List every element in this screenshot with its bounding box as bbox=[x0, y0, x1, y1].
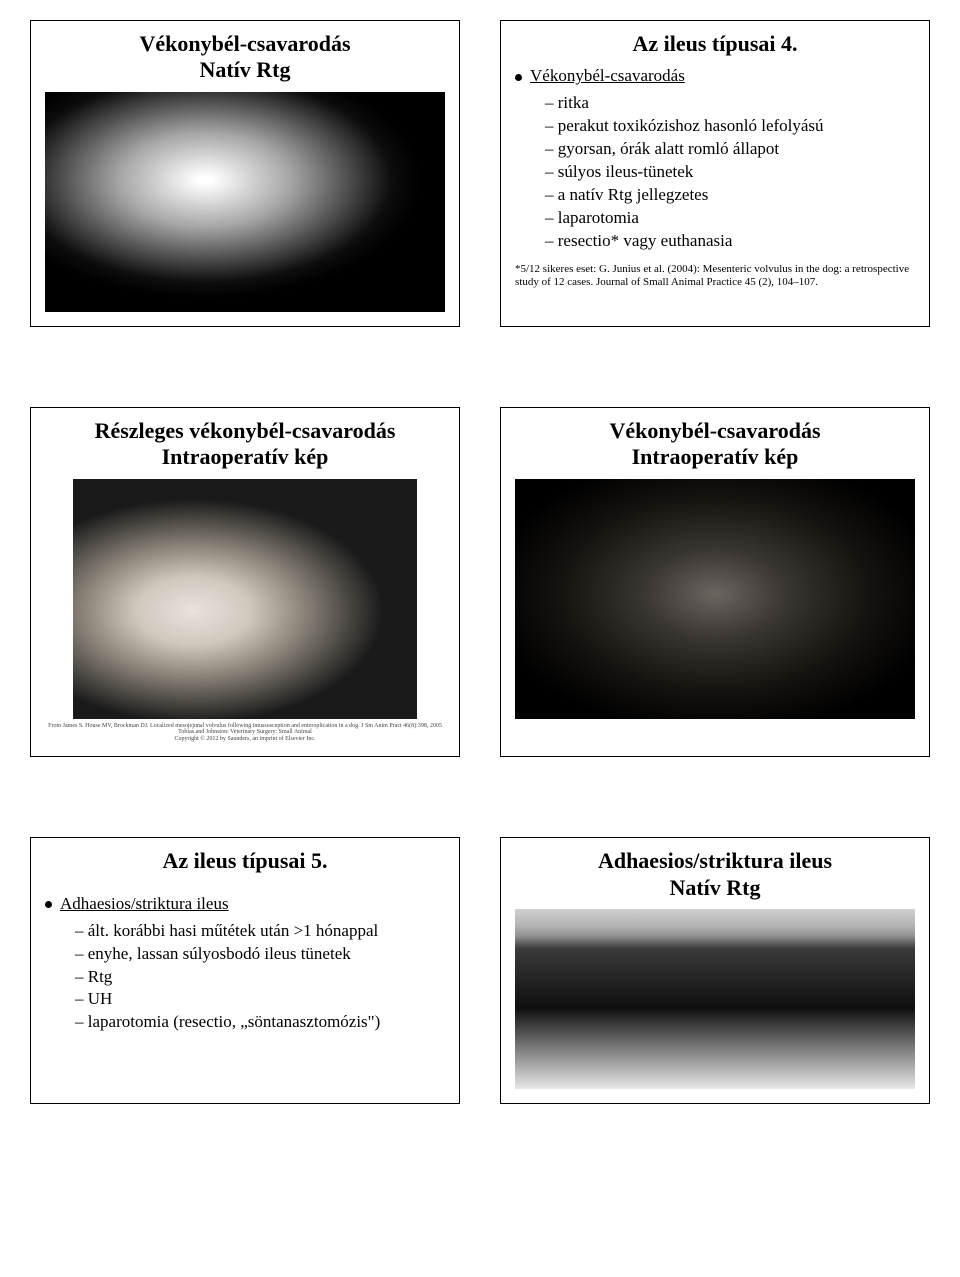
panel-partial-volvulus-intraop: Részleges vékonybél-csavarodás Intraoper… bbox=[30, 407, 460, 758]
list-item: laparotomia bbox=[545, 207, 915, 230]
list-item: enyhe, lassan súlyosbodó ileus tünetek bbox=[75, 943, 445, 966]
sub-list: ált. korábbi hasi műtétek után >1 hónapp… bbox=[75, 920, 445, 1035]
list-item: súlyos ileus-tünetek bbox=[545, 161, 915, 184]
footnote: *5/12 sikeres eset: G. Junius et al. (20… bbox=[515, 263, 915, 289]
panel-ileus-types-4: Az ileus típusai 4. Vékonybél-csavarodás… bbox=[500, 20, 930, 327]
caption-line: From James S. House MV, Brockman DJ. Loc… bbox=[48, 723, 442, 729]
row-1: Vékonybél-csavarodás Natív Rtg Az ileus … bbox=[30, 20, 930, 327]
panel-title: Adhaesios/striktura ileus Natív Rtg bbox=[515, 848, 915, 901]
panel-title: Az ileus típusai 5. bbox=[45, 848, 445, 874]
row-3: Az ileus típusai 5. Adhaesios/striktura … bbox=[30, 837, 930, 1104]
list-item: a natív Rtg jellegzetes bbox=[545, 184, 915, 207]
list-item: laparotomia (resectio, „söntanasztomózis… bbox=[75, 1011, 445, 1034]
panel-title: Az ileus típusai 4. bbox=[515, 31, 915, 57]
panel-title: Vékonybél-csavarodás Intraoperatív kép bbox=[515, 418, 915, 471]
list-item: resectio* vagy euthanasia bbox=[545, 230, 915, 253]
xray-image-placeholder bbox=[45, 92, 445, 312]
title-line2: Intraoperatív kép bbox=[632, 444, 799, 469]
panel-title: Vékonybél-csavarodás Natív Rtg bbox=[45, 31, 445, 84]
panel-volvulus-xray: Vékonybél-csavarodás Natív Rtg bbox=[30, 20, 460, 327]
title-line1: Részleges vékonybél-csavarodás bbox=[95, 418, 396, 443]
title-line1: Vékonybél-csavarodás bbox=[609, 418, 820, 443]
bullet-block: Adhaesios/striktura ileus ált. korábbi h… bbox=[45, 893, 445, 1035]
panel-title: Részleges vékonybél-csavarodás Intraoper… bbox=[45, 418, 445, 471]
bullet-line: Vékonybél-csavarodás bbox=[515, 65, 915, 88]
title-line2: Natív Rtg bbox=[199, 57, 290, 82]
list-item: ritka bbox=[545, 92, 915, 115]
bullet-icon bbox=[45, 901, 52, 908]
title-line2: Intraoperatív kép bbox=[162, 444, 329, 469]
title-line1: Adhaesios/striktura ileus bbox=[598, 848, 832, 873]
list-item: UH bbox=[75, 988, 445, 1011]
surgery-image-placeholder bbox=[515, 479, 915, 719]
bullet-icon bbox=[515, 74, 522, 81]
list-item: perakut toxikózishoz hasonló lefolyású bbox=[545, 115, 915, 138]
bullet-line: Adhaesios/striktura ileus bbox=[45, 893, 445, 916]
panel-ileus-types-5: Az ileus típusai 5. Adhaesios/striktura … bbox=[30, 837, 460, 1104]
panel-adhesion-xray: Adhaesios/striktura ileus Natív Rtg bbox=[500, 837, 930, 1104]
list-item: Rtg bbox=[75, 966, 445, 989]
bullet-heading: Vékonybél-csavarodás bbox=[530, 66, 685, 85]
caption-line: Tobias and Johnston: Veterinary Surgery:… bbox=[178, 729, 312, 735]
image-caption: From James S. House MV, Brockman DJ. Loc… bbox=[45, 723, 445, 743]
bullet-heading: Adhaesios/striktura ileus bbox=[60, 894, 229, 913]
sub-list: ritka perakut toxikózishoz hasonló lefol… bbox=[545, 92, 915, 253]
panel-volvulus-intraop: Vékonybél-csavarodás Intraoperatív kép bbox=[500, 407, 930, 758]
list-item: gyorsan, órák alatt romló állapot bbox=[545, 138, 915, 161]
title-line1: Vékonybél-csavarodás bbox=[139, 31, 350, 56]
caption-line: Copyright © 2012 by Saunders, an imprint… bbox=[174, 736, 315, 742]
surgery-image-placeholder bbox=[73, 479, 417, 719]
xray-image-placeholder bbox=[515, 909, 915, 1089]
bullet-block: Vékonybél-csavarodás ritka perakut toxik… bbox=[515, 65, 915, 289]
row-2: Részleges vékonybél-csavarodás Intraoper… bbox=[30, 407, 930, 758]
title-line2: Natív Rtg bbox=[669, 875, 760, 900]
list-item: ált. korábbi hasi műtétek után >1 hónapp… bbox=[75, 920, 445, 943]
